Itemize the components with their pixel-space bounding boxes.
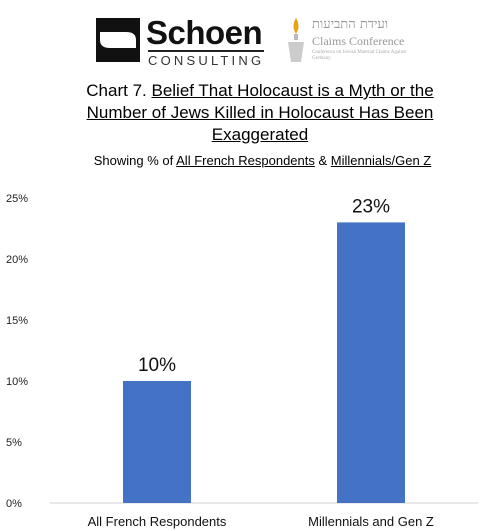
subtitle-prefix: Showing % of: [93, 153, 177, 168]
y-tick-label: 15%: [6, 315, 28, 327]
schoen-logo-sub: CONSULTING: [148, 50, 265, 68]
y-tick-label: 5%: [6, 437, 22, 449]
subtitle-part1: All French Respondents: [176, 153, 315, 168]
chart-subtitle: Showing % of All French Respondents & Mi…: [40, 152, 485, 170]
claims-conference-flame-icon: [288, 18, 304, 62]
schoen-logo-icon: [96, 18, 140, 62]
chart-title: Chart 7. Belief That Holocaust is a Myth…: [60, 80, 460, 146]
chart-title-underlined: Belief That Holocaust is a Myth or the N…: [86, 81, 434, 144]
y-tick-label: 0%: [6, 498, 22, 510]
chart-title-prefix: Chart 7.: [86, 81, 152, 100]
data-label: 10%: [138, 355, 176, 376]
category-label: All French Respondents: [88, 514, 227, 529]
y-tick-label: 10%: [6, 376, 28, 388]
data-label: 23%: [352, 196, 390, 217]
y-tick-label: 20%: [6, 254, 28, 266]
claims-conference-subtext: Conference on Jewish Material Claims Aga…: [312, 50, 407, 61]
category-label: Millennials and Gen Z: [308, 514, 434, 529]
subtitle-mid: &: [314, 153, 331, 168]
claims-conference-hebrew: ועידת התביעות: [312, 17, 389, 32]
y-tick-label: 25%: [6, 193, 28, 205]
logo-area: Schoen CONSULTING ועידת התביעות Claims C…: [0, 8, 485, 68]
subtitle-part2: Millennials/Gen Z: [330, 153, 432, 168]
schoen-logo-name: Schoen: [146, 14, 263, 51]
claims-conference-name: Claims Conference: [312, 34, 405, 48]
bar: [337, 222, 405, 503]
bar: [123, 381, 191, 503]
